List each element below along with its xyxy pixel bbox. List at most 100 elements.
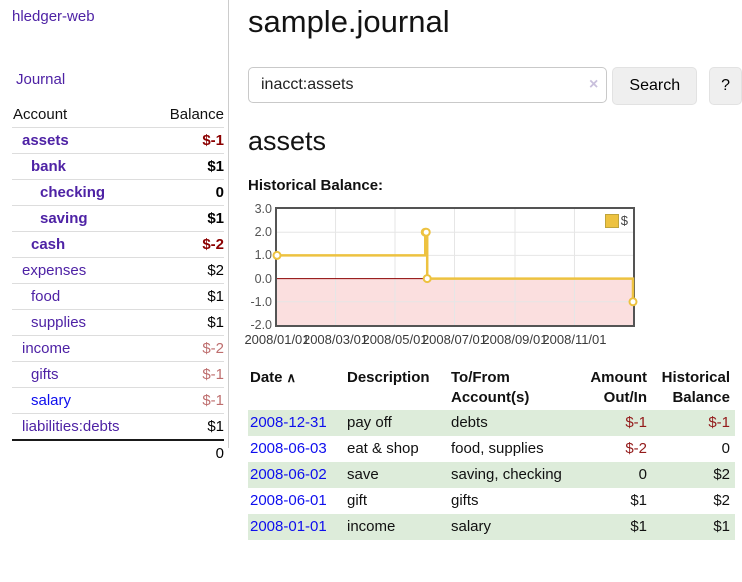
transaction-row: 2008-06-03 eat & shop food, supplies $-2 0 xyxy=(248,436,735,462)
register-table: Date ∧ Description To/From Account(s) Amo… xyxy=(248,366,735,540)
transaction-balance: $2 xyxy=(713,466,730,483)
account-link-food[interactable]: food xyxy=(31,288,61,305)
chart-plot-svg xyxy=(272,209,638,325)
clear-search-icon[interactable]: × xyxy=(589,76,599,93)
transaction-accounts: saving, checking xyxy=(451,466,562,483)
y-axis-tick-label: -2.0 xyxy=(250,318,272,332)
account-row: checking 0 xyxy=(12,179,224,206)
transaction-row: 2008-06-02 save saving, checking 0 $2 xyxy=(248,462,735,488)
chart-plot-area[interactable]: $ xyxy=(272,207,638,327)
sidebar: hledger-web Journal Account Balance asse… xyxy=(0,0,229,466)
account-balance: $-1 xyxy=(152,127,224,154)
account-link-bank[interactable]: bank xyxy=(31,158,67,175)
search-form: × Search ? xyxy=(248,67,742,105)
transaction-description: save xyxy=(347,466,379,483)
y-axis-tick-label: 2.0 xyxy=(254,225,272,240)
page-title: sample.journal xyxy=(248,4,450,39)
transaction-row: 2008-06-01 gift gifts $1 $2 xyxy=(248,488,735,514)
account-balance-table: Account Balance assets $-1 bank $1 checking 0… xyxy=(12,103,224,466)
account-row: bank $1 xyxy=(12,153,224,180)
y-axis-tick-label: 1.0 xyxy=(254,248,272,263)
account-balance: $1 xyxy=(152,309,224,336)
account-total-row: 0 xyxy=(12,439,224,466)
sidebar-item-journal[interactable]: Journal xyxy=(16,71,66,88)
account-row: food $1 xyxy=(12,283,224,310)
account-row: liabilities:debts $1 xyxy=(12,413,224,441)
transaction-balance: $-1 xyxy=(708,414,730,431)
account-total-balance: 0 xyxy=(152,439,224,466)
account-row: expenses $2 xyxy=(12,257,224,284)
account-balance: $-2 xyxy=(152,335,224,362)
account-row: assets $-1 xyxy=(12,127,224,154)
account-link-saving[interactable]: saving xyxy=(40,210,88,227)
transaction-accounts: debts xyxy=(451,414,488,431)
account-balance: $1 xyxy=(152,205,224,232)
column-header-balance: Historical Balance xyxy=(661,369,730,406)
account-row: gifts $-1 xyxy=(12,361,224,388)
chart-legend: $ xyxy=(602,212,630,229)
account-balance: $2 xyxy=(152,257,224,284)
account-link-gifts[interactable]: gifts xyxy=(31,366,59,383)
account-column-header: Account xyxy=(12,103,153,128)
column-header-accounts: To/From Account(s) xyxy=(451,369,530,406)
account-link-income[interactable]: income xyxy=(22,340,71,357)
account-balance: $1 xyxy=(152,153,224,180)
transaction-accounts: food, supplies xyxy=(451,440,544,457)
transaction-accounts: gifts xyxy=(451,492,479,509)
legend-label: $ xyxy=(620,213,628,228)
column-header-date[interactable]: Date ∧ xyxy=(250,369,297,386)
account-link-salary[interactable]: salary xyxy=(31,392,72,409)
x-axis-tick-label: 2008/03/01 xyxy=(302,332,369,347)
account-link-expenses[interactable]: expenses xyxy=(22,262,87,279)
column-header-amount: Amount Out/In xyxy=(590,369,647,406)
transaction-date-link[interactable]: 2008-06-02 xyxy=(250,466,327,483)
x-axis-tick-label: 2008/07/01 xyxy=(421,332,488,347)
search-input[interactable] xyxy=(248,67,608,103)
legend-swatch-icon xyxy=(604,213,619,228)
account-row: supplies $1 xyxy=(12,309,224,336)
chart-title: Historical Balance: xyxy=(248,177,384,194)
transaction-accounts: salary xyxy=(451,518,492,535)
transaction-date-link[interactable]: 2008-01-01 xyxy=(250,518,327,535)
sort-ascending-icon: ∧ xyxy=(286,370,297,385)
transaction-row: 2008-01-01 income salary $1 $1 xyxy=(248,514,735,540)
account-table-body: assets $-1 bank $1 checking 0 saving $1 cash $-2 e… xyxy=(12,127,224,441)
transaction-description: pay off xyxy=(347,414,392,431)
x-axis-tick-label: 2008/09/01 xyxy=(482,332,548,347)
account-balance: $-1 xyxy=(152,387,224,414)
account-balance: $-1 xyxy=(152,361,224,388)
account-link-cash[interactable]: cash xyxy=(31,236,66,253)
account-heading: assets xyxy=(248,126,327,156)
main-content: sample.journal × Search ? assets Histori… xyxy=(243,0,742,540)
transaction-description: income xyxy=(347,518,396,535)
account-balance: $1 xyxy=(152,283,224,310)
transaction-balance: $2 xyxy=(713,492,730,509)
historical-balance-chart: 3.0 2.0 1.0 0.0 -1.0 -2.0 $ 2008/01/01 2008/03… xyxy=(244,202,668,352)
transaction-amount: $1 xyxy=(630,492,647,509)
search-button[interactable]: Search xyxy=(612,67,698,105)
search-help-button[interactable]: ? xyxy=(709,67,742,105)
app-title-link[interactable]: hledger-web xyxy=(12,8,95,25)
transaction-description: gift xyxy=(347,492,368,509)
x-axis-tick-label: 2008/05/01 xyxy=(362,332,428,347)
account-row: salary $-1 xyxy=(12,387,224,414)
y-axis-tick-label: -1.0 xyxy=(250,294,272,309)
transaction-date-link[interactable]: 2008-06-01 xyxy=(250,492,327,509)
transaction-amount: $1 xyxy=(630,518,647,535)
transaction-row: 2008-12-31 pay off debts $-1 $-1 xyxy=(248,410,735,436)
transaction-description: eat & shop xyxy=(347,440,419,457)
transaction-amount: 0 xyxy=(638,466,647,483)
account-balance: 0 xyxy=(152,179,224,206)
account-link-assets[interactable]: assets xyxy=(22,132,69,149)
transaction-date-link[interactable]: 2008-12-31 xyxy=(250,414,327,431)
balance-column-header: Balance xyxy=(152,103,224,128)
account-link-liabilities-debts[interactable]: liabilities:debts xyxy=(22,418,120,435)
account-row: saving $1 xyxy=(12,205,224,232)
y-axis-tick-label: 3.0 xyxy=(254,202,272,216)
account-balance: $-2 xyxy=(152,231,224,258)
y-axis-tick-label: 0.0 xyxy=(254,271,272,286)
transaction-date-link[interactable]: 2008-06-03 xyxy=(250,440,327,457)
account-link-supplies[interactable]: supplies xyxy=(31,314,87,331)
transaction-amount: $-1 xyxy=(625,414,647,431)
account-link-checking[interactable]: checking xyxy=(40,184,106,201)
